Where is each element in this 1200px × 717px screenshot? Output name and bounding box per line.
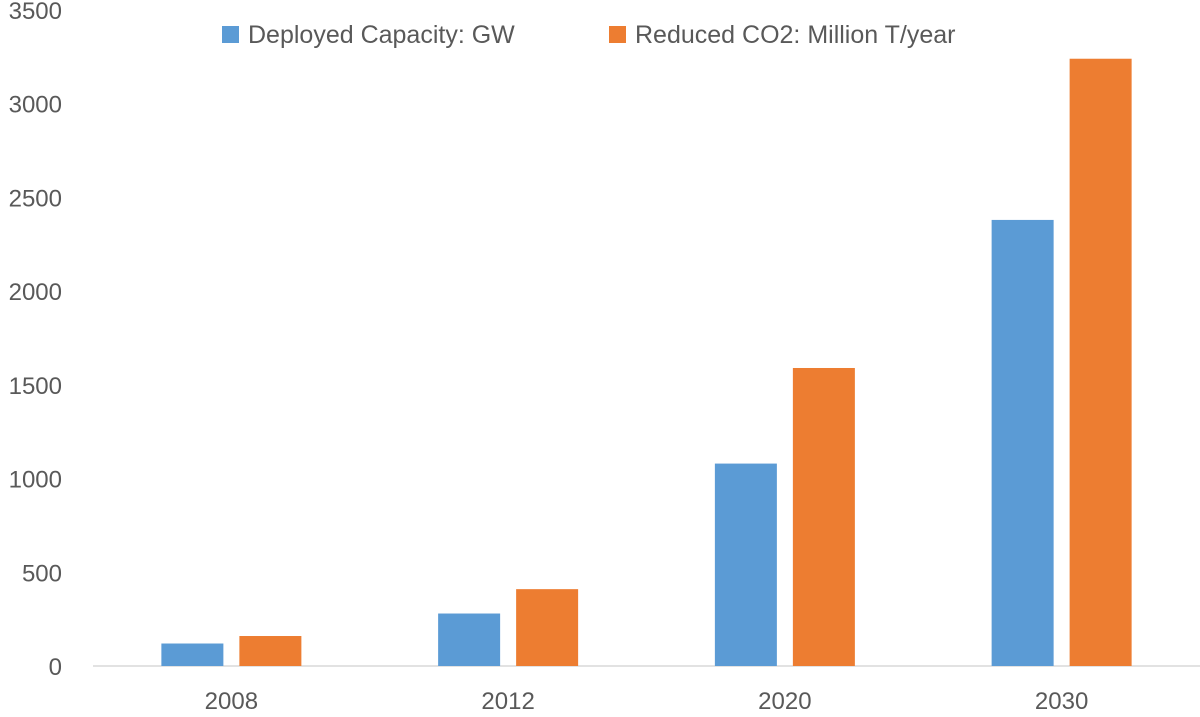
y-tick-label: 2500 [9, 185, 62, 212]
bar-deployed-capacity-2008 [161, 643, 224, 666]
x-tick-label: 2012 [481, 688, 534, 715]
legend-swatch-reduced-co2 [609, 26, 626, 43]
bar-reduced-co2-2020 [792, 367, 855, 666]
y-tick-label: 500 [22, 560, 62, 587]
y-tick-label: 1000 [9, 467, 62, 494]
bar-series [161, 58, 1132, 667]
x-tick-label: 2008 [205, 688, 258, 715]
bar-deployed-capacity-2030 [991, 219, 1054, 667]
bar-deployed-capacity-2020 [714, 463, 777, 666]
legend-label-reduced-co2: Reduced CO2: Million T/year [635, 21, 956, 49]
bar-deployed-capacity-2012 [438, 613, 501, 666]
legend: Deployed Capacity: GW Reduced CO2: Milli… [222, 21, 956, 49]
legend-label-deployed-capacity: Deployed Capacity: GW [248, 21, 515, 49]
y-tick-label: 0 [49, 654, 62, 681]
bar-reduced-co2-2008 [239, 636, 302, 666]
legend-swatch-deployed-capacity [222, 26, 239, 43]
bar-reduced-co2-2012 [516, 589, 579, 666]
x-tick-label: 2030 [1035, 688, 1088, 715]
y-tick-label: 3500 [9, 0, 62, 25]
y-axis: 0 500 1000 1500 2000 2500 3000 3500 [9, 0, 62, 681]
x-tick-label: 2020 [758, 688, 811, 715]
y-tick-label: 2000 [9, 279, 62, 306]
x-axis: 2008 2012 2020 2030 [205, 688, 1089, 715]
y-tick-label: 3000 [9, 92, 62, 119]
bar-reduced-co2-2030 [1069, 58, 1132, 666]
y-tick-label: 1500 [9, 373, 62, 400]
